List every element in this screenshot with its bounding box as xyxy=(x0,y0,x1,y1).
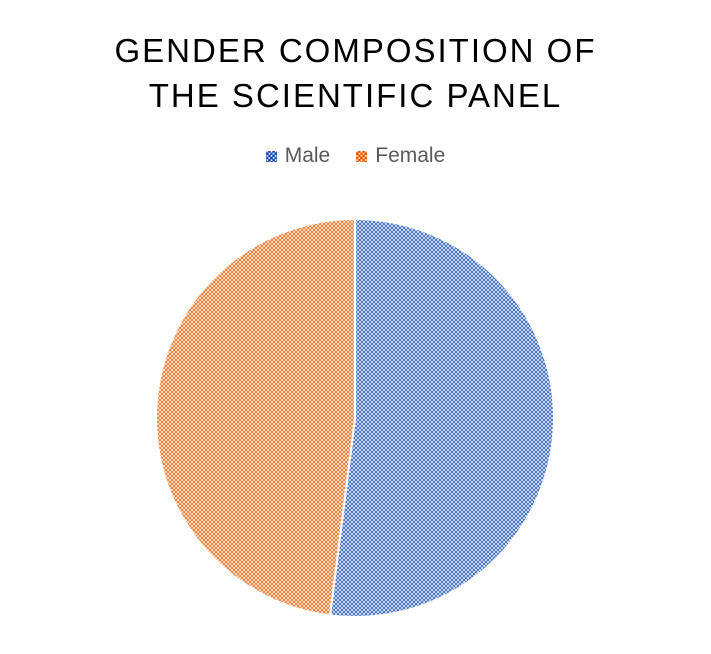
legend-label-male: Male xyxy=(284,144,331,167)
legend-item-female: Female xyxy=(356,144,445,168)
pie-slice-female xyxy=(155,217,356,617)
pie-slice-male xyxy=(328,217,556,618)
legend-item-male: Male xyxy=(265,144,331,168)
legend-label-female: Female xyxy=(375,144,446,167)
chart-title: GENDER COMPOSITION OF THE SCIENTIFIC PAN… xyxy=(0,28,711,118)
chart-legend: Male Female xyxy=(0,144,711,168)
chart-title-line-2: THE SCIENTIFIC PANEL xyxy=(148,77,563,114)
legend-swatch-male xyxy=(265,150,277,162)
legend-swatch-female xyxy=(356,150,368,162)
chart-title-line-1: GENDER COMPOSITION OF xyxy=(114,32,597,69)
